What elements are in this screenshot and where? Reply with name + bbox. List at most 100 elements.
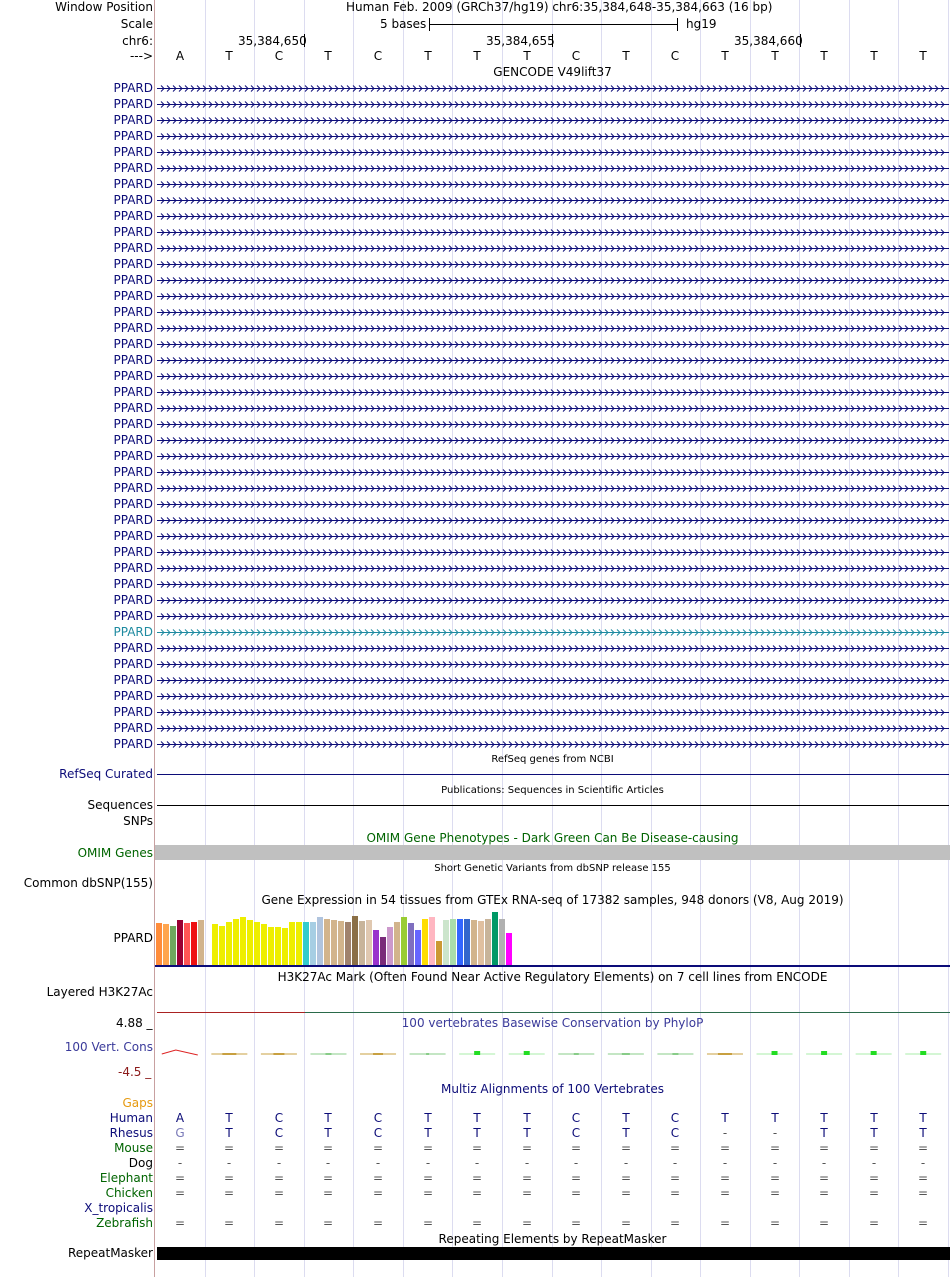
- repeatmasker-label[interactable]: RepeatMasker: [67, 1246, 153, 1260]
- gtex-tissue-bar[interactable]: [240, 917, 246, 965]
- gtex-tissue-bar[interactable]: [415, 930, 421, 965]
- gtex-tissue-bar[interactable]: [338, 921, 344, 965]
- species-label[interactable]: Dog: [128, 1156, 153, 1170]
- snps-label[interactable]: SNPs: [123, 814, 153, 828]
- gencode-gene-label[interactable]: PPARD: [113, 705, 154, 719]
- gtex-tissue-bar[interactable]: [184, 923, 190, 965]
- gtex-tissue-bar[interactable]: [331, 920, 337, 965]
- gencode-transcript[interactable]: [157, 245, 949, 252]
- gencode-gene-label[interactable]: PPARD: [113, 449, 154, 463]
- gtex-tissue-bar[interactable]: [219, 926, 225, 965]
- gencode-gene-label[interactable]: PPARD: [113, 657, 154, 671]
- refseq-gene-line[interactable]: [157, 774, 949, 775]
- gencode-transcript[interactable]: [157, 629, 949, 636]
- gtex-tissue-bar[interactable]: [191, 922, 197, 965]
- gencode-gene-label[interactable]: PPARD: [113, 561, 154, 575]
- gtex-tissue-bar[interactable]: [394, 922, 400, 965]
- publications-line[interactable]: [157, 805, 949, 806]
- gencode-transcript[interactable]: [157, 293, 949, 300]
- species-label[interactable]: Zebrafish: [96, 1216, 153, 1230]
- gencode-transcript[interactable]: [157, 741, 949, 748]
- gencode-transcript[interactable]: [157, 725, 949, 732]
- gencode-transcript[interactable]: [157, 373, 949, 380]
- gtex-tissue-bar[interactable]: [408, 923, 414, 965]
- gtex-tissue-bar[interactable]: [345, 922, 351, 965]
- gencode-gene-label[interactable]: PPARD: [113, 609, 154, 623]
- gencode-gene-label[interactable]: PPARD: [113, 81, 154, 95]
- gencode-gene-label[interactable]: PPARD: [113, 289, 154, 303]
- gencode-transcript[interactable]: [157, 597, 949, 604]
- gencode-gene-label[interactable]: PPARD: [113, 673, 154, 687]
- gtex-tissue-bar[interactable]: [324, 919, 330, 965]
- gtex-tissue-bar[interactable]: [296, 922, 302, 965]
- gencode-transcript[interactable]: [157, 181, 949, 188]
- gtex-tissue-bar[interactable]: [310, 922, 316, 965]
- gencode-gene-label[interactable]: PPARD: [113, 625, 154, 639]
- gencode-gene-label[interactable]: PPARD: [113, 401, 154, 415]
- gencode-transcript[interactable]: [157, 85, 949, 92]
- omim-bar[interactable]: [155, 845, 950, 860]
- gtex-tissue-bar[interactable]: [170, 926, 176, 965]
- gencode-gene-label[interactable]: PPARD: [113, 129, 154, 143]
- gtex-tissue-bar[interactable]: [226, 922, 232, 965]
- gencode-gene-label[interactable]: PPARD: [113, 321, 154, 335]
- gtex-tissue-bar[interactable]: [436, 941, 442, 965]
- gtex-bar-chart[interactable]: [156, 905, 546, 965]
- gtex-tissue-bar[interactable]: [485, 919, 491, 965]
- publications-label[interactable]: Sequences: [87, 798, 153, 812]
- gtex-label[interactable]: PPARD: [113, 931, 154, 945]
- gencode-transcript[interactable]: [157, 437, 949, 444]
- dbsnp-label[interactable]: Common dbSNP(155): [23, 876, 153, 890]
- gencode-transcript[interactable]: [157, 149, 949, 156]
- gencode-transcript[interactable]: [157, 165, 949, 172]
- gtex-tissue-bar[interactable]: [282, 928, 288, 965]
- gencode-transcript[interactable]: [157, 133, 949, 140]
- gencode-transcript[interactable]: [157, 117, 949, 124]
- gencode-transcript[interactable]: [157, 533, 949, 540]
- gtex-tissue-bar[interactable]: [212, 924, 218, 965]
- gtex-tissue-bar[interactable]: [198, 920, 204, 965]
- gtex-tissue-bar[interactable]: [443, 920, 449, 965]
- gtex-tissue-bar[interactable]: [464, 919, 470, 965]
- gtex-tissue-bar[interactable]: [373, 930, 379, 965]
- species-label[interactable]: Elephant: [99, 1171, 153, 1185]
- h3k27ac-label[interactable]: Layered H3K27Ac: [46, 985, 153, 999]
- gencode-transcript[interactable]: [157, 501, 949, 508]
- gencode-transcript[interactable]: [157, 613, 949, 620]
- gencode-gene-label[interactable]: PPARD: [113, 177, 154, 191]
- gencode-transcript[interactable]: [157, 197, 949, 204]
- gencode-transcript[interactable]: [157, 389, 949, 396]
- gtex-tissue-bar[interactable]: [268, 927, 274, 965]
- gtex-tissue-bar[interactable]: [261, 924, 267, 965]
- gencode-gene-label[interactable]: PPARD: [113, 721, 154, 735]
- gtex-tissue-bar[interactable]: [471, 920, 477, 965]
- gencode-transcript[interactable]: [157, 261, 949, 268]
- gencode-transcript[interactable]: [157, 661, 949, 668]
- gtex-tissue-bar[interactable]: [156, 923, 162, 965]
- gtex-tissue-bar[interactable]: [450, 919, 456, 965]
- gtex-tissue-bar[interactable]: [275, 927, 281, 965]
- gencode-gene-label[interactable]: PPARD: [113, 593, 154, 607]
- gencode-transcript[interactable]: [157, 405, 949, 412]
- gencode-gene-label[interactable]: PPARD: [113, 641, 154, 655]
- gtex-tissue-bar[interactable]: [401, 917, 407, 965]
- gtex-tissue-bar[interactable]: [254, 922, 260, 965]
- gencode-transcript[interactable]: [157, 693, 949, 700]
- gencode-gene-label[interactable]: PPARD: [113, 433, 154, 447]
- gencode-gene-label[interactable]: PPARD: [113, 161, 154, 175]
- gencode-gene-label[interactable]: PPARD: [113, 465, 154, 479]
- gtex-tissue-bar[interactable]: [492, 912, 498, 965]
- gencode-gene-label[interactable]: PPARD: [113, 209, 154, 223]
- gencode-gene-label[interactable]: PPARD: [113, 353, 154, 367]
- species-label[interactable]: Mouse: [114, 1141, 153, 1155]
- gencode-transcript[interactable]: [157, 229, 949, 236]
- gtex-tissue-bar[interactable]: [380, 937, 386, 965]
- gtex-tissue-bar[interactable]: [506, 933, 512, 965]
- gencode-transcript[interactable]: [157, 101, 949, 108]
- gtex-tissue-bar[interactable]: [478, 921, 484, 965]
- species-label[interactable]: X_tropicalis: [84, 1201, 153, 1215]
- gtex-tissue-bar[interactable]: [366, 920, 372, 965]
- gencode-transcript[interactable]: [157, 357, 949, 364]
- gencode-gene-label[interactable]: PPARD: [113, 529, 154, 543]
- gtex-tissue-bar[interactable]: [359, 921, 365, 965]
